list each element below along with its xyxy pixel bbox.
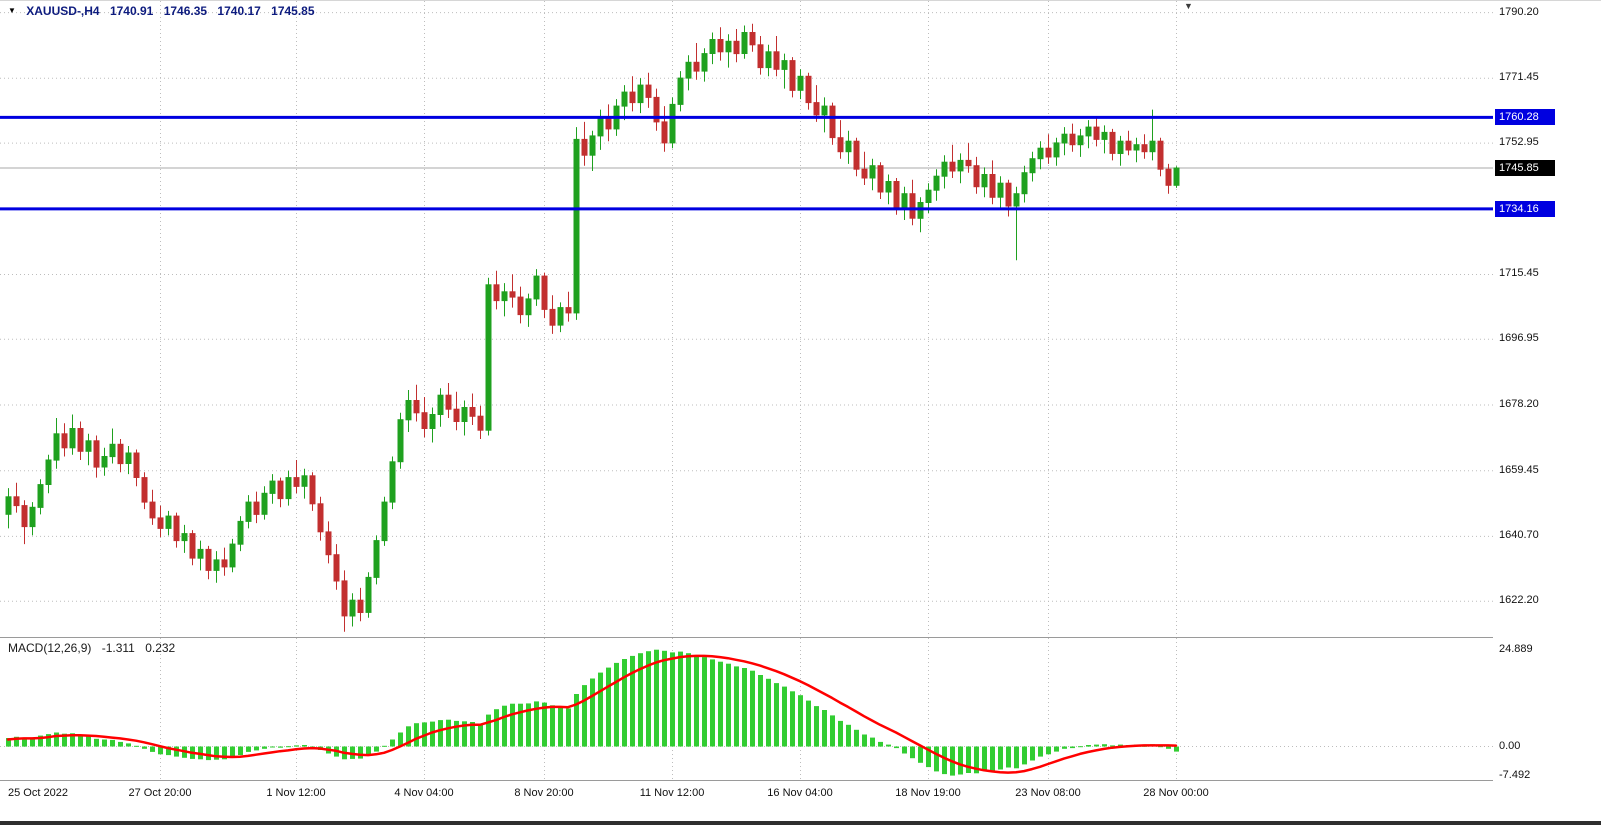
ohlc-high-value: 1746.35 — [163, 4, 208, 18]
macd-signal-value: 0.232 — [145, 641, 176, 655]
macd-main-value: -1.311 — [101, 641, 135, 655]
macd-axis-label: -7.492 — [1499, 769, 1531, 781]
macd-axis-label: 0.00 — [1499, 740, 1521, 752]
time-axis-separator — [0, 780, 1601, 781]
macd-histogram — [6, 649, 1179, 776]
ohlc-open-value: 1740.91 — [109, 4, 154, 18]
time-axis-label: 23 Nov 08:00 — [1015, 787, 1081, 799]
symbol-marker-icon: ▼ — [8, 6, 16, 15]
price-gridlines — [0, 12, 1493, 602]
time-axis-label: 28 Nov 00:00 — [1143, 787, 1209, 799]
price-axis-label: 1696.95 — [1499, 332, 1539, 344]
macd-indicator-panel[interactable]: MACD(12,26,9) -1.311 0.232 — [0, 638, 1493, 780]
time-axis-label: 8 Nov 20:00 — [514, 787, 574, 799]
bottom-edge-bar — [0, 821, 1601, 825]
price-axis-label: 1659.45 — [1499, 464, 1539, 476]
time-axis-label: 16 Nov 04:00 — [767, 787, 833, 799]
symbol-period-label: XAUUSD-,H4 — [26, 4, 100, 18]
time-axis-label: 11 Nov 12:00 — [639, 787, 705, 799]
price-axis-label: 1715.45 — [1499, 267, 1539, 279]
candlesticks — [5, 23, 1180, 632]
time-axis-label: 18 Nov 19:00 — [895, 787, 961, 799]
current-price-label: 1745.85 — [1495, 160, 1555, 176]
ohlc-close-value: 1745.85 — [271, 4, 315, 18]
panel-separator[interactable] — [0, 637, 1601, 638]
time-axis[interactable]: 25 Oct 2022 27 Oct 20:00 1 Nov 12:00 4 Nov … — [0, 781, 1601, 809]
macd-axis-label: 24.889 — [1499, 643, 1533, 655]
level-price-label: 1734.16 — [1495, 201, 1555, 217]
main-chart-panel[interactable]: ▼ XAUUSD-,H4 1740.91 1746.35 1740.17 174… — [0, 1, 1493, 637]
time-axis-label: 27 Oct 20:00 — [128, 787, 192, 799]
price-axis[interactable]: 1790.20 1771.45 1752.95 1715.45 1696.95 1678.… — [1493, 1, 1601, 825]
level-price-label: 1760.28 — [1495, 109, 1555, 125]
macd-title-line: MACD(12,26,9) -1.311 0.232 — [8, 641, 182, 655]
chart-shift-marker-icon[interactable]: ▼ — [1184, 1, 1193, 11]
price-axis-label: 1622.20 — [1499, 594, 1539, 606]
price-axis-label: 1752.95 — [1499, 136, 1539, 148]
symbol-ohlc-line: ▼ XAUUSD-,H4 1740.91 1746.35 1740.17 174… — [8, 4, 322, 18]
price-axis-label: 1678.20 — [1499, 398, 1539, 410]
time-axis-label: 4 Nov 04:00 — [394, 787, 454, 799]
price-axis-label: 1771.45 — [1499, 71, 1539, 83]
macd-signal-line — [6, 654, 1178, 774]
ohlc-low-value: 1740.17 — [217, 4, 261, 18]
price-chart-canvas[interactable] — [0, 1, 1493, 637]
time-axis-label: 25 Oct 2022 — [8, 787, 68, 799]
macd-title: MACD(12,26,9) — [8, 641, 92, 655]
time-gridlines — [160, 1, 1177, 637]
price-axis-label: 1790.20 — [1499, 6, 1539, 18]
macd-chart-canvas[interactable] — [0, 638, 1493, 780]
price-axis-label: 1640.70 — [1499, 529, 1539, 541]
time-axis-label: 1 Nov 12:00 — [266, 787, 326, 799]
